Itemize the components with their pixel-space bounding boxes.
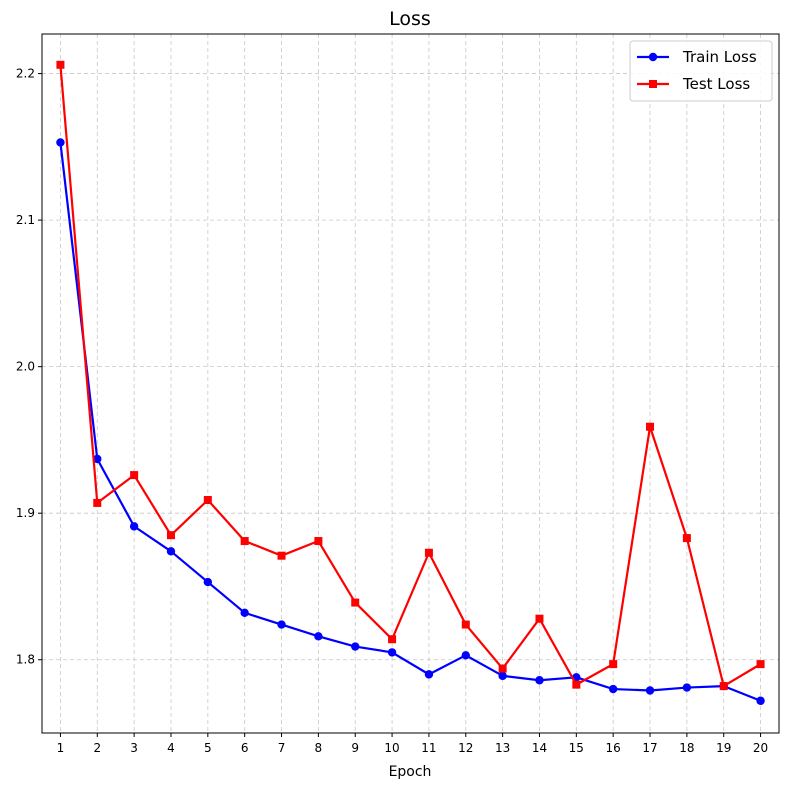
data-point (240, 537, 249, 546)
x-tick-label: 6 (241, 741, 249, 755)
x-tick-label: 12 (458, 741, 473, 755)
data-point (130, 471, 139, 480)
data-point (756, 660, 765, 669)
x-tick-label: 11 (421, 741, 436, 755)
data-point (682, 534, 691, 543)
series-test-loss (56, 60, 765, 691)
legend-label: Train Loss (682, 48, 757, 66)
data-point (572, 680, 581, 689)
data-point (756, 696, 765, 705)
data-point (129, 522, 139, 531)
legend-marker (649, 80, 657, 88)
y-tick-label: 1.9 (16, 506, 35, 520)
data-point (609, 660, 618, 669)
y-tick-label: 2.0 (16, 360, 35, 374)
y-tick-label: 1.8 (16, 653, 35, 667)
plot-frame (41, 33, 780, 734)
y-tick-label: 2.1 (16, 213, 35, 227)
data-point (56, 138, 65, 147)
x-tick-label: 4 (167, 741, 175, 755)
x-axis-label: Epoch (389, 764, 432, 780)
data-point (388, 635, 397, 644)
data-point (351, 598, 360, 607)
series-line (59, 142, 761, 702)
data-point (719, 682, 728, 691)
x-tick-label: 13 (495, 741, 510, 755)
legend-item: Train Loss (637, 48, 757, 66)
x-tick-label: 16 (606, 741, 621, 755)
data-point (314, 632, 323, 641)
data-point (461, 620, 470, 629)
legend-marker (648, 52, 658, 62)
data-point (535, 676, 544, 685)
x-tick-label: 19 (716, 741, 731, 755)
chart-title: Loss (389, 8, 431, 30)
data-point (314, 537, 323, 546)
data-point (645, 686, 655, 695)
x-tick-label: 20 (753, 741, 768, 755)
x-tick-label: 5 (204, 741, 212, 755)
x-tick-label: 18 (679, 741, 694, 755)
data-point (608, 684, 618, 694)
series-layer (56, 60, 765, 705)
x-tick-label: 17 (642, 741, 657, 755)
legend-item: Test Loss (637, 75, 750, 93)
data-point (56, 60, 65, 69)
data-point (424, 670, 434, 679)
data-point (351, 642, 360, 651)
data-point (203, 496, 212, 504)
legend: Train Loss Test Loss (629, 40, 773, 102)
x-tick-label: 9 (351, 741, 359, 755)
x-tick-label: 7 (278, 741, 286, 755)
data-point (498, 671, 507, 681)
data-point (93, 454, 102, 464)
legend-label: Test Loss (682, 75, 750, 93)
data-point (93, 498, 102, 507)
data-point (203, 577, 213, 587)
series-line (59, 64, 762, 688)
data-point (424, 548, 433, 557)
series-train-loss (56, 138, 765, 705)
data-point (240, 608, 249, 618)
x-tick-label: 10 (384, 741, 399, 755)
data-point (277, 620, 286, 629)
data-point (166, 531, 175, 540)
data-point (535, 614, 544, 623)
data-point (682, 683, 692, 692)
x-tick-label: 14 (532, 741, 547, 755)
x-tick-label: 15 (569, 741, 584, 755)
data-point (277, 551, 286, 560)
x-tick-label: 3 (130, 741, 138, 755)
data-point (498, 664, 507, 673)
x-tick-label: 1 (57, 741, 65, 755)
y-tick-label: 2.2 (16, 67, 35, 81)
x-tick-label: 8 (315, 741, 323, 755)
data-point (646, 422, 655, 431)
data-point (461, 651, 470, 660)
data-point (166, 547, 176, 556)
x-tick-label: 2 (93, 741, 101, 755)
ticks: 1 2 3 4 5 6 7 8 9 10 11 12 13 14 15 16 17 18 19 201.81.92.0… (16, 67, 768, 755)
data-point (387, 648, 397, 657)
